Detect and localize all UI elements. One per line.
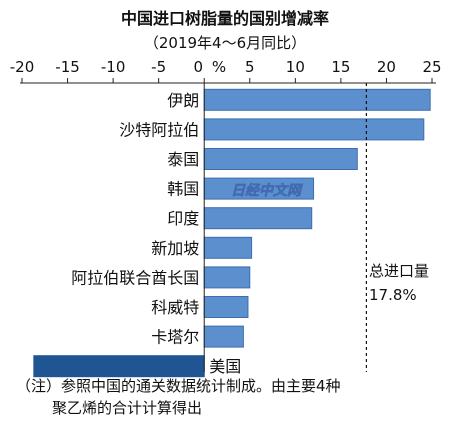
bar-印度 bbox=[203, 207, 313, 230]
chart-title: 中国进口树脂量的国别增减率 bbox=[121, 9, 329, 28]
chart-subtitle: （2019年4～6月同比） bbox=[144, 34, 306, 52]
category-label-韩国: 韩国 bbox=[167, 180, 199, 199]
bar-美国 bbox=[33, 355, 205, 378]
bar-卡塔尔 bbox=[203, 325, 244, 348]
bar-泰国 bbox=[203, 148, 358, 170]
note-line-2: 聚乙烯的合计计算得出 bbox=[52, 399, 202, 417]
category-label-卡塔尔: 卡塔尔 bbox=[151, 328, 199, 347]
category-label-印度: 印度 bbox=[167, 209, 199, 228]
category-label-伊朗: 伊朗 bbox=[167, 91, 199, 110]
bar-伊朗 bbox=[203, 88, 431, 111]
x-tick-label: 15 bbox=[331, 58, 350, 76]
x-tick-label: 0 bbox=[193, 58, 203, 76]
reference-label-value: 17.8% bbox=[369, 286, 417, 304]
x-tick-label: -15 bbox=[55, 58, 80, 76]
x-tick-label: 10 bbox=[286, 58, 305, 76]
bars-group bbox=[33, 88, 431, 378]
category-label-新加坡: 新加坡 bbox=[151, 239, 199, 258]
x-tick-label: -5 bbox=[151, 58, 166, 76]
bar-科威特 bbox=[203, 296, 249, 318]
bar-新加坡 bbox=[203, 236, 253, 259]
x-tick-label: 5 bbox=[245, 58, 255, 76]
category-label-科威特: 科威特 bbox=[151, 298, 199, 317]
x-tick-label: 20 bbox=[377, 58, 396, 76]
watermark-text: 日经中文网 bbox=[231, 182, 303, 199]
unit-label: % bbox=[212, 58, 226, 76]
x-tick-label: 25 bbox=[422, 58, 441, 76]
x-tick-label: -20 bbox=[10, 58, 35, 76]
category-label-沙特阿拉伯: 沙特阿拉伯 bbox=[119, 120, 199, 139]
reference-label-name: 总进口量 bbox=[369, 262, 429, 280]
category-label-泰国: 泰国 bbox=[167, 150, 199, 169]
x-tick-label: -10 bbox=[101, 58, 126, 76]
bar-沙特阿拉伯 bbox=[203, 118, 425, 141]
x-axis-ticks: -20 -15 -10 -5 0 5 10 15 20 25 bbox=[10, 58, 442, 83]
category-label-阿拉伯联合酋长国: 阿拉伯联合酋长国 bbox=[71, 268, 199, 287]
note-line-1: （注）参照中国的通关数据统计制成。由主要4种 bbox=[16, 377, 341, 395]
category-label-美国: 美国 bbox=[209, 357, 241, 376]
bar-阿拉伯联合酋长国 bbox=[203, 266, 251, 289]
